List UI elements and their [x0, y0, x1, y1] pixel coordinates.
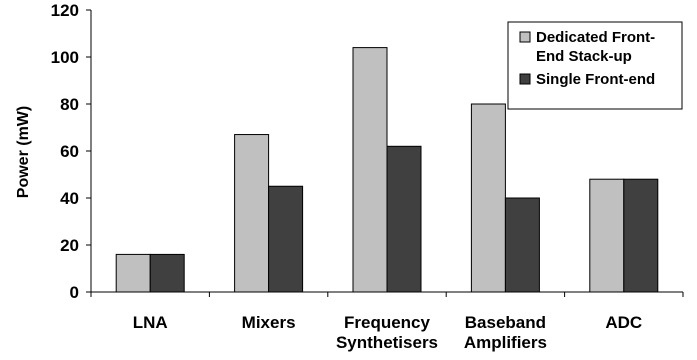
- y-tick-label-5: 100: [51, 48, 79, 67]
- legend-swatch-1: [519, 73, 531, 85]
- legend: Dedicated Front-End Stack-up Single Front…: [507, 21, 683, 110]
- bar-s1-c2: [386, 145, 422, 293]
- bar-s1-c4: [623, 178, 659, 293]
- y-tick-label-3: 60: [60, 142, 79, 161]
- x-tick-label-2: Frequency Synthetisers: [336, 313, 438, 352]
- y-tick-label-0: 0: [70, 283, 79, 302]
- bars-layer: [115, 47, 659, 293]
- y-tick-label-6: 120: [51, 1, 79, 20]
- bar-s1-c1: [268, 185, 304, 293]
- y-tick-label-2: 40: [60, 189, 79, 208]
- legend-swatch-0: [519, 31, 531, 43]
- bar-s0-c3: [470, 103, 506, 293]
- bar-s1-c3: [504, 197, 540, 293]
- bar-s0-c4: [589, 178, 625, 293]
- legend-label-0: Dedicated Front-End Stack-up: [536, 29, 655, 65]
- bar-s0-c1: [234, 134, 270, 293]
- bar-s0-c2: [352, 47, 388, 293]
- axes-layer: 0 20 40 60 80 100 120 LNA Mixers Frequency Synthet…: [51, 1, 684, 352]
- x-tick-label-3: Baseband Amplifiers: [464, 313, 547, 352]
- y-axis-title: Power (mW): [15, 106, 32, 198]
- bar-s1-c0: [149, 253, 185, 293]
- y-tick-label-1: 20: [60, 236, 79, 255]
- x-tick-label-0: LNA: [133, 313, 168, 332]
- bar-s0-c0: [115, 253, 151, 293]
- y-tick-label-4: 80: [60, 95, 79, 114]
- x-tick-label-4: ADC: [605, 313, 642, 332]
- x-tick-label-1: Mixers: [242, 313, 296, 332]
- legend-label-1: Single Front-end: [536, 71, 655, 88]
- legend-box: [507, 21, 683, 110]
